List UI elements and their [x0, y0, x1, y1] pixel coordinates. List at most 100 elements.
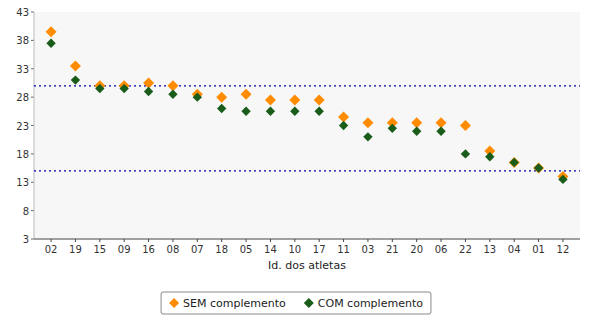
legend: SEM complemento COM complemento	[161, 292, 431, 314]
y-tick-label: 28	[16, 92, 29, 103]
x-tick	[99, 239, 100, 242]
x-tick-label: 22	[459, 244, 472, 255]
x-tick-label: 14	[264, 244, 277, 255]
x-tick	[514, 239, 515, 242]
x-tick-label: 15	[93, 244, 106, 255]
x-tick	[197, 239, 198, 242]
y-tick-label: 33	[16, 64, 29, 75]
y-tick-label: 18	[16, 149, 29, 160]
x-tick	[172, 239, 173, 242]
point	[362, 117, 373, 128]
legend-marker	[169, 298, 179, 308]
x-tick	[441, 239, 442, 242]
x-axis-line	[34, 239, 580, 240]
x-tick	[538, 239, 539, 242]
point	[266, 107, 275, 116]
x-tick-label: 20	[410, 244, 423, 255]
x-tick	[51, 239, 52, 242]
point	[289, 94, 300, 105]
x-tick	[124, 239, 125, 242]
x-tick	[75, 239, 76, 242]
point	[193, 92, 202, 101]
x-axis-label: Id. dos atletas	[268, 259, 346, 272]
y-tick-label: 8	[23, 206, 29, 217]
point	[534, 163, 543, 172]
x-tick-label: 12	[557, 244, 570, 255]
x-tick	[465, 239, 466, 242]
point	[436, 126, 445, 135]
x-tick	[246, 239, 247, 242]
reference-line	[34, 170, 580, 171]
x-tick	[562, 239, 563, 242]
point	[290, 107, 299, 116]
x-tick	[221, 239, 222, 242]
point	[217, 104, 226, 113]
x-tick-label: 01	[532, 244, 545, 255]
x-tick	[367, 239, 368, 242]
legend-frame	[161, 292, 431, 314]
x-tick-label: 21	[386, 244, 399, 255]
point	[485, 152, 494, 161]
x-tick	[148, 239, 149, 242]
point	[71, 75, 80, 84]
x-tick-label: 08	[167, 244, 180, 255]
point	[119, 84, 128, 93]
reference-line	[34, 85, 580, 86]
point	[461, 149, 470, 158]
legend-label: COM complemento	[318, 297, 423, 310]
x-tick-label: 16	[142, 244, 155, 255]
y-tick-label: 38	[16, 35, 29, 46]
point	[363, 132, 372, 141]
point	[95, 84, 104, 93]
point	[314, 94, 325, 105]
x-tick	[343, 239, 344, 242]
x-tick-label: 06	[435, 244, 448, 255]
legend-marker	[304, 298, 314, 308]
point	[241, 107, 250, 116]
x-tick	[392, 239, 393, 242]
x-tick	[294, 239, 295, 242]
x-tick	[489, 239, 490, 242]
point	[509, 157, 520, 168]
legend-label: SEM complemento	[183, 297, 286, 310]
x-tick-label: 07	[191, 244, 204, 255]
y-tick-label: 43	[16, 7, 29, 18]
point	[509, 158, 518, 167]
x-tick-label: 18	[215, 244, 228, 255]
plot-area	[34, 26, 580, 184]
point	[412, 126, 421, 135]
x-tick-label: 10	[288, 244, 301, 255]
chart: 3813182328333843021915091608071805141017…	[0, 0, 592, 323]
point	[388, 124, 397, 133]
x-tick-label: 13	[483, 244, 496, 255]
x-tick-label: 19	[69, 244, 82, 255]
point	[558, 175, 567, 184]
x-tick	[319, 239, 320, 242]
x-tick	[416, 239, 417, 242]
plot-background	[34, 12, 580, 239]
point	[265, 94, 276, 105]
x-tick-label: 11	[337, 244, 350, 255]
y-tick-label: 3	[23, 234, 29, 245]
y-tick-label: 13	[16, 177, 29, 188]
point	[144, 87, 153, 96]
point	[168, 90, 177, 99]
x-tick-label: 17	[313, 244, 326, 255]
point	[533, 163, 544, 174]
x-tick-label: 09	[118, 244, 131, 255]
point	[314, 107, 323, 116]
point	[241, 89, 252, 100]
y-tick-label: 23	[16, 121, 29, 132]
point	[460, 120, 471, 131]
point	[216, 92, 227, 103]
point	[339, 121, 348, 130]
x-tick	[270, 239, 271, 242]
x-tick-label: 04	[508, 244, 521, 255]
x-tick-label: 02	[45, 244, 58, 255]
x-tick-label: 05	[240, 244, 253, 255]
x-tick-label: 03	[362, 244, 375, 255]
y-axis-line	[34, 12, 35, 239]
point	[46, 26, 57, 37]
point	[70, 60, 81, 71]
point	[46, 39, 55, 48]
